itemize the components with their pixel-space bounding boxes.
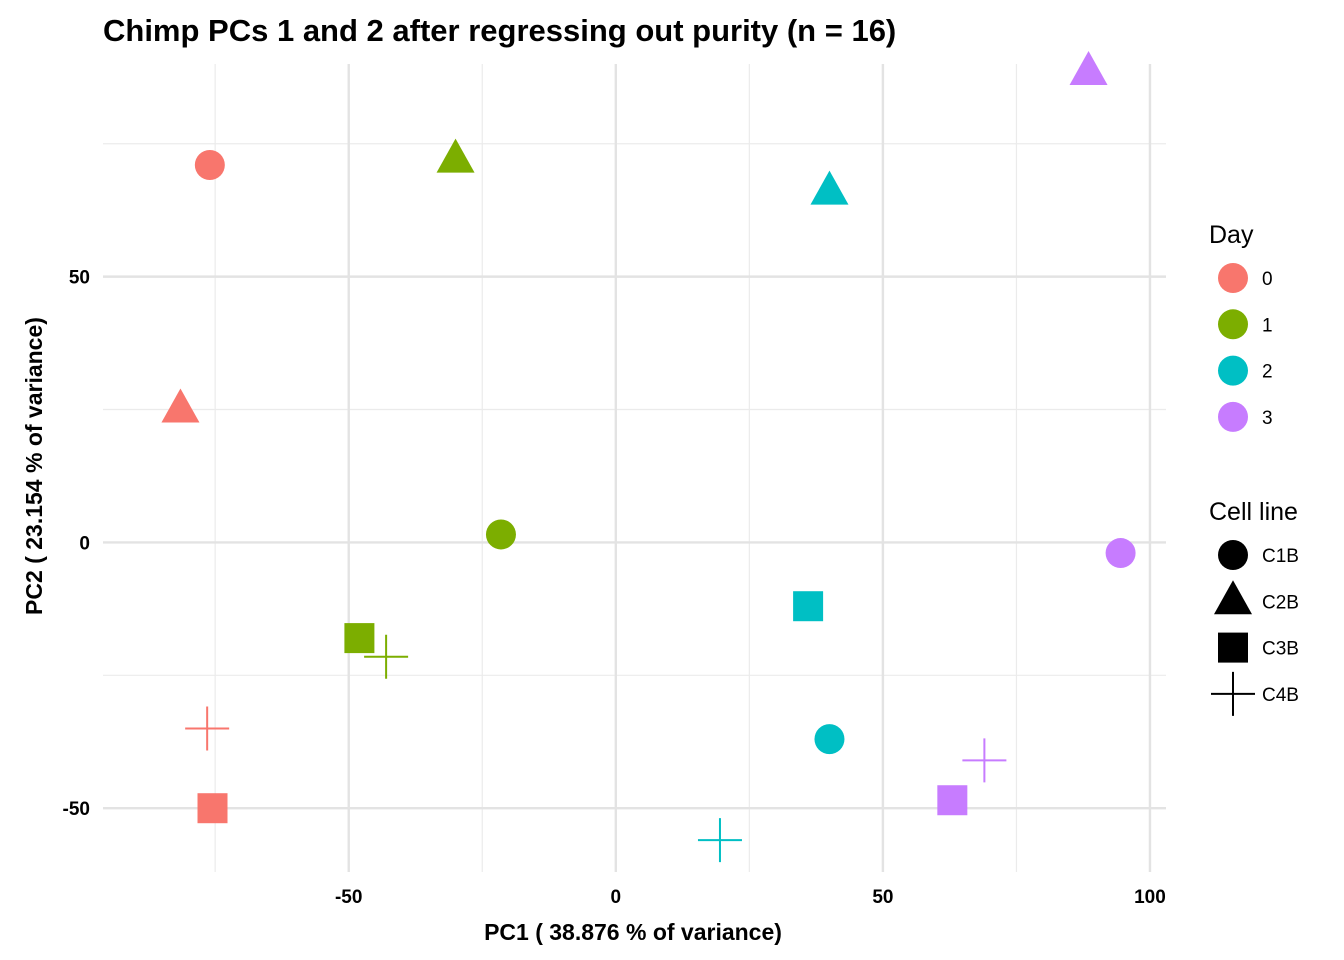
legend-key-day-0 xyxy=(1218,263,1248,293)
cell-line-legend-title: Cell line xyxy=(1209,498,1298,526)
point-day1-c2b xyxy=(436,138,475,173)
x-tick-label: 50 xyxy=(872,887,893,908)
legend-key-day-2 xyxy=(1218,355,1248,386)
x-axis-ticks: -50 0 50 100 xyxy=(335,887,1166,908)
legend-label-day-1: 1 xyxy=(1262,315,1273,336)
legend-label-day-3: 3 xyxy=(1262,408,1273,429)
point-day3-c1b xyxy=(1105,538,1136,569)
point-day3-c2b xyxy=(1069,50,1108,85)
legend-key-day-3 xyxy=(1218,401,1248,432)
point-day1-c3b xyxy=(344,623,375,654)
legend-key-c2b xyxy=(1214,580,1252,615)
point-day3-c4b xyxy=(962,738,1007,783)
x-axis-title: PC1 ( 38.876 % of variance) xyxy=(484,919,782,945)
point-day1-c1b xyxy=(485,519,516,550)
point-day0-c2b xyxy=(161,388,200,423)
legend-label-day-0: 0 xyxy=(1262,269,1273,290)
x-tick-label: -50 xyxy=(335,887,362,908)
grid-lines xyxy=(103,64,1166,872)
legend-label-c2b: C2B xyxy=(1262,592,1299,613)
y-tick-label: 50 xyxy=(69,268,90,289)
point-day0-c1b xyxy=(194,150,225,180)
legend-key-c1b xyxy=(1218,540,1248,570)
day-legend: Day 0 1 2 3 xyxy=(1209,221,1273,432)
point-day1-c4b xyxy=(364,634,409,679)
point-day2-c4b xyxy=(697,818,742,863)
legend-label-day-2: 2 xyxy=(1262,362,1273,383)
legend-key-c4b xyxy=(1211,671,1255,716)
y-tick-label: 0 xyxy=(79,533,90,554)
cell-line-legend: Cell line C1B C2B C3B C4B xyxy=(1209,498,1299,716)
x-tick-label: 100 xyxy=(1134,887,1166,908)
legend-label-c3b: C3B xyxy=(1262,639,1299,660)
point-day2-c1b xyxy=(814,724,845,755)
point-day2-c2b xyxy=(810,170,849,205)
y-axis-title: PC2 ( 23.154 % of variance) xyxy=(21,317,47,615)
legend-key-day-1 xyxy=(1218,309,1248,340)
chart-title: Chimp PCs 1 and 2 after regressing out p… xyxy=(103,13,896,48)
data-points xyxy=(161,50,1136,863)
y-tick-label: -50 xyxy=(63,799,90,820)
y-axis-ticks: -50 0 50 xyxy=(63,268,90,821)
point-day2-c3b xyxy=(793,591,824,622)
legend-key-c3b xyxy=(1218,632,1248,663)
legend-label-c4b: C4B xyxy=(1262,685,1299,706)
point-day0-c3b xyxy=(197,793,228,824)
legend-label-c1b: C1B xyxy=(1262,546,1299,567)
point-day0-c4b xyxy=(185,706,230,751)
x-tick-label: 0 xyxy=(611,887,622,908)
point-day3-c3b xyxy=(937,785,968,816)
day-legend-title: Day xyxy=(1209,221,1254,249)
